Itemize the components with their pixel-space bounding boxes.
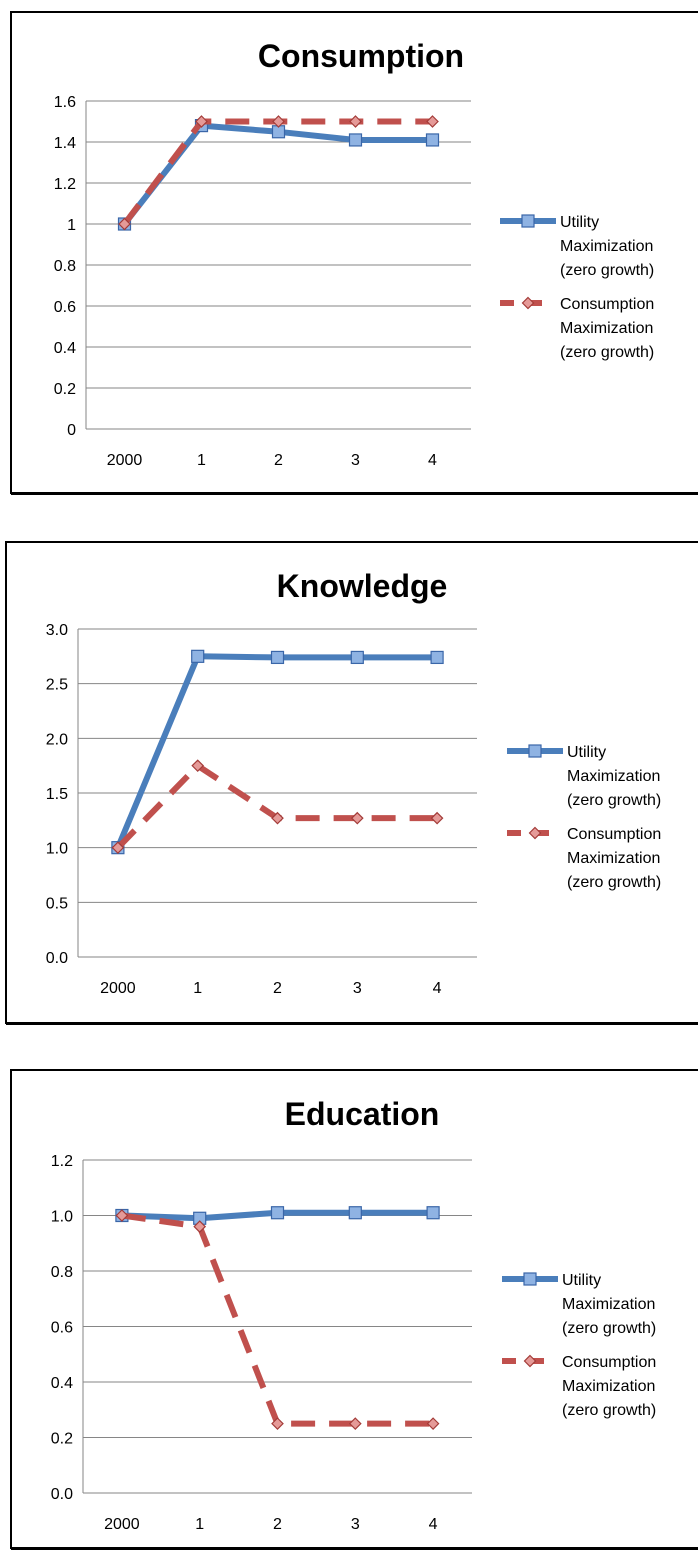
chart-title: Consumption — [258, 38, 464, 74]
legend-label: (zero growth) — [567, 874, 661, 891]
legend-marker — [523, 1272, 537, 1286]
legend-marker — [528, 826, 542, 840]
x-tick-label: 4 — [428, 452, 437, 469]
utility-maximization-line — [121, 122, 436, 227]
legend-marker — [521, 296, 535, 310]
data-point-diamond — [348, 1417, 362, 1430]
y-tick-label: 0.5 — [46, 895, 68, 912]
legend-label: Utility — [567, 744, 606, 761]
legend-label: Utility — [560, 214, 599, 231]
legend-marker — [521, 214, 535, 228]
legend-label: Consumption — [562, 1354, 656, 1371]
legend-marker — [528, 744, 542, 758]
legend-label: Maximization — [562, 1296, 655, 1313]
data-point-square — [348, 133, 363, 147]
consumption-chart-panel: Consumption 0 0.2 0.4 0.6 0.8 1 1.2 1.4 1.6 2000 1… — [10, 11, 698, 494]
x-tick-label: 3 — [351, 1516, 360, 1533]
legend-label: (zero growth) — [560, 344, 654, 361]
education-chart: Education 0.0 0.2 0.4 0.6 0.8 1.0 1.2 2000 1 2 3 4 U… — [51, 1096, 657, 1533]
y-tick-label: 0.6 — [54, 299, 76, 316]
x-tick-label: 1 — [197, 452, 206, 469]
x-tick-label: 4 — [433, 980, 442, 997]
legend-label: (zero growth) — [560, 262, 654, 279]
legend-label: Maximization — [560, 238, 653, 255]
y-tick-label: 0 — [67, 422, 76, 439]
legend-label: Maximization — [567, 768, 660, 785]
y-tick-label: 0.2 — [54, 381, 76, 398]
legend-marker — [523, 1354, 537, 1368]
legend-label: (zero growth) — [562, 1320, 656, 1337]
y-tick-label: 2.0 — [46, 731, 68, 748]
y-tick-label: 0.2 — [51, 1431, 73, 1448]
data-point-square — [270, 1206, 285, 1220]
chart-title: Knowledge — [277, 568, 448, 604]
y-tick-label: 1.2 — [51, 1153, 73, 1170]
y-tick-label: 0.0 — [51, 1486, 73, 1503]
y-tick-label: 0.8 — [54, 258, 76, 275]
x-tick-label: 3 — [351, 452, 360, 469]
data-point-square — [191, 649, 205, 663]
x-tick-label: 2 — [274, 452, 283, 469]
legend-label: Maximization — [567, 850, 660, 867]
x-tick-label: 2000 — [100, 980, 136, 997]
data-point-diamond — [350, 811, 364, 825]
x-tick-label: 1 — [195, 1516, 204, 1533]
y-tick-label: 1.5 — [46, 786, 68, 803]
legend-label: Utility — [562, 1272, 601, 1289]
x-tick-label: 2000 — [104, 1516, 140, 1533]
x-tick-label: 3 — [353, 980, 362, 997]
y-tick-label: 0.0 — [46, 950, 68, 967]
data-point-diamond — [193, 1220, 207, 1233]
x-tick-label: 2000 — [107, 452, 143, 469]
data-point-square — [426, 1206, 440, 1220]
y-tick-label: 2.5 — [46, 677, 68, 694]
y-tick-label: 0.8 — [51, 1264, 73, 1281]
legend-label: (zero growth) — [567, 792, 661, 809]
education-chart-panel: Education 0.0 0.2 0.4 0.6 0.8 1.0 1.2 2000 1 2 3 4 U… — [10, 1069, 698, 1549]
legend-label: Consumption — [567, 826, 661, 843]
consumption-maximization-line — [121, 1212, 434, 1427]
data-point-square — [348, 1206, 362, 1220]
y-tick-label: 1.6 — [54, 94, 76, 111]
data-point-diamond — [111, 841, 125, 855]
y-tick-label: 0.4 — [51, 1375, 73, 1392]
x-tick-label: 4 — [429, 1516, 438, 1533]
data-point-diamond — [426, 115, 439, 128]
y-tick-label: 1.0 — [51, 1209, 73, 1226]
data-point-diamond — [426, 1417, 440, 1430]
x-tick-label: 2 — [273, 1516, 282, 1533]
data-point-square — [425, 133, 440, 147]
data-point-diamond — [195, 115, 208, 128]
y-tick-label: 1.4 — [54, 135, 76, 152]
legend-label: Maximization — [560, 320, 653, 337]
knowledge-chart: Knowledge 0.0 0.5 1.0 1.5 2.0 2.5 3.0 2000 1 2 3 4 U… — [46, 568, 662, 997]
data-point-square — [430, 650, 444, 665]
chart-title: Education — [285, 1096, 440, 1132]
data-point-diamond — [118, 217, 131, 231]
data-point-diamond — [191, 759, 205, 773]
data-point-diamond — [271, 811, 284, 825]
y-tick-label: 0.4 — [54, 340, 76, 357]
y-tick-label: 0.6 — [51, 1320, 73, 1337]
consumption-maximization-line — [115, 762, 438, 850]
x-tick-label: 1 — [193, 980, 202, 997]
legend-label: Consumption — [560, 296, 654, 313]
data-point-diamond — [115, 1209, 129, 1222]
data-point-diamond — [430, 811, 444, 825]
data-point-diamond — [349, 115, 362, 128]
data-point-square — [270, 650, 285, 665]
y-tick-label: 3.0 — [46, 622, 68, 639]
legend-label: Maximization — [562, 1378, 655, 1395]
data-point-square — [350, 650, 364, 665]
y-tick-label: 1.2 — [54, 176, 76, 193]
knowledge-chart-panel: Knowledge 0.0 0.5 1.0 1.5 2.0 2.5 3.0 2000 1 2 3 4 U… — [5, 541, 698, 1024]
y-tick-label: 1.0 — [46, 841, 68, 858]
x-tick-label: 2 — [273, 980, 282, 997]
consumption-chart: Consumption 0 0.2 0.4 0.6 0.8 1 1.2 1.4 1.6 2000 1… — [54, 38, 655, 469]
data-point-diamond — [271, 1417, 284, 1430]
y-tick-label: 1 — [67, 217, 76, 234]
legend-label: (zero growth) — [562, 1402, 656, 1419]
data-point-diamond — [272, 115, 285, 128]
